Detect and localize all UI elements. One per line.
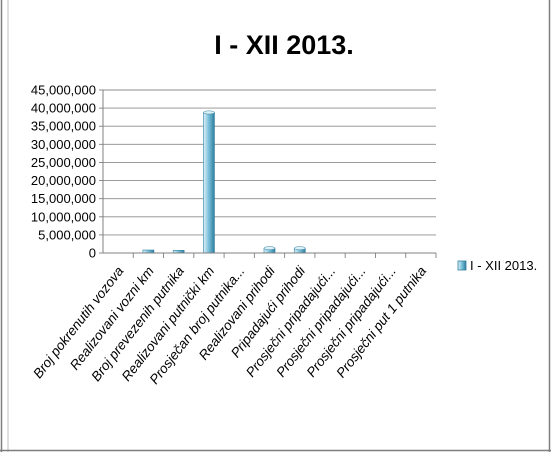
- y-tick-label: 30,000,000: [31, 137, 96, 152]
- bar-cap: [203, 110, 215, 115]
- y-tick-label: 25,000,000: [31, 155, 96, 170]
- legend: I - XII 2013.: [457, 258, 537, 273]
- bar-cap: [263, 246, 276, 251]
- y-tick-label: 45,000,000: [31, 83, 96, 98]
- y-tick-label: 10,000,000: [31, 209, 96, 224]
- legend-swatch: [457, 260, 467, 271]
- y-tick-label: 0: [89, 246, 96, 261]
- axes: [102, 90, 437, 258]
- bar: [203, 112, 215, 254]
- bar-cap: [294, 246, 306, 251]
- y-tick-labels: 0 5,000,000 10,000,000 15,000,000 20,000,000…: [31, 83, 96, 261]
- chart-title: I - XII 2013.: [214, 30, 354, 60]
- y-tick-label: 15,000,000: [31, 191, 96, 206]
- legend-label: I - XII 2013.: [470, 258, 537, 273]
- y-tick-label: 5,000,000: [38, 227, 96, 242]
- y-tick-label: 35,000,000: [31, 119, 96, 134]
- y-tick-label: 20,000,000: [31, 173, 96, 188]
- bars: [142, 110, 306, 254]
- gridlines: [99, 89, 436, 254]
- y-tick-label: 40,000,000: [31, 101, 96, 116]
